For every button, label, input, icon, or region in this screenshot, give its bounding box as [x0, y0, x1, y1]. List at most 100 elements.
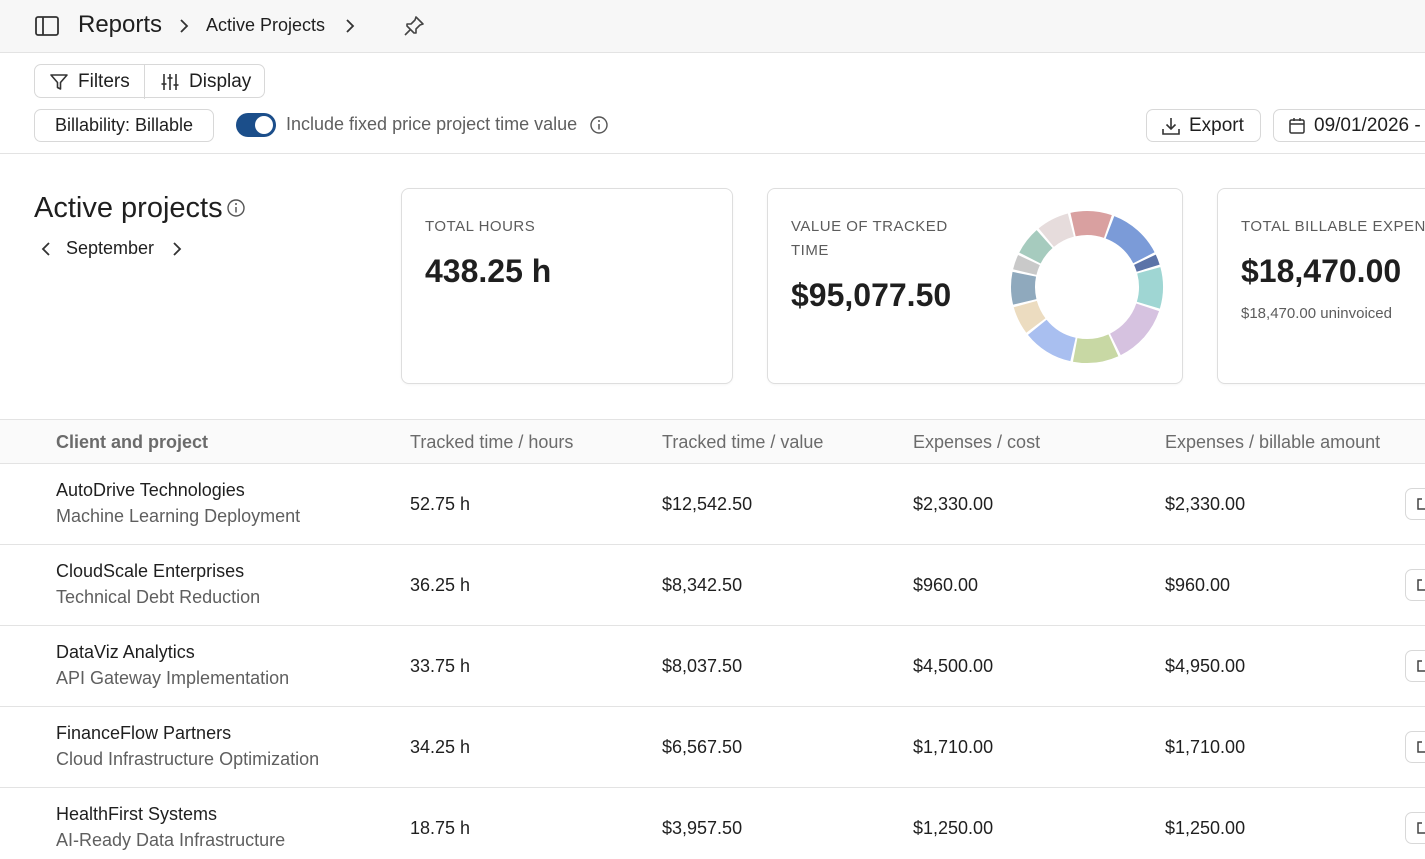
donut-segment[interactable] [1011, 271, 1037, 305]
donut-segment[interactable] [1110, 303, 1160, 356]
fixed-price-toggle-label: Include fixed price project time value [286, 114, 578, 134]
open-icon [1417, 498, 1425, 510]
expenses-cost: $2,330.00 [913, 494, 994, 514]
header-expenses-billable[interactable]: Expenses / billable amount [1165, 432, 1381, 452]
expenses-billable: $4,950.00 [1165, 656, 1246, 676]
donut-segment[interactable] [1038, 213, 1074, 247]
filters-button[interactable]: Filters [35, 65, 145, 99]
open-icon [1417, 822, 1425, 834]
row-open-button[interactable] [1405, 812, 1425, 844]
donut-segment[interactable] [1105, 216, 1155, 264]
tracked-hours: 52.75 h [410, 494, 471, 514]
sidebar-toggle-icon[interactable] [34, 14, 60, 38]
project-name[interactable]: API Gateway Implementation [56, 668, 290, 688]
header-client-project[interactable]: Client and project [56, 432, 209, 452]
table-row[interactable]: CloudScale Enterprises Technical Debt Re… [0, 545, 1425, 626]
fixed-price-toggle[interactable] [236, 113, 276, 137]
donut-segment[interactable] [1134, 254, 1160, 272]
chevron-left-icon[interactable] [38, 238, 54, 260]
billable-expenses-card: TOTAL BILLABLE EXPENS $18,470.00 $18,470… [1217, 188, 1425, 384]
chevron-right-icon [180, 19, 189, 33]
tracked-value: $12,542.50 [662, 494, 753, 514]
table-row[interactable]: DataViz Analytics API Gateway Implementa… [0, 626, 1425, 707]
uninvoiced-amount: $18,470.00 uninvoiced [1241, 305, 1392, 322]
client-name: DataViz Analytics [56, 642, 195, 662]
breadcrumb-reports[interactable]: Reports [78, 11, 163, 38]
expenses-cost: $960.00 [913, 575, 979, 595]
donut-segment[interactable] [1027, 319, 1076, 362]
table-row[interactable]: FinanceFlow Partners Cloud Infrastructur… [0, 707, 1425, 788]
project-name[interactable]: AI-Ready Data Infrastructure [56, 830, 286, 850]
tracked-value: $8,342.50 [662, 575, 743, 595]
open-icon [1417, 741, 1425, 753]
sliders-icon [161, 74, 179, 90]
total-hours-value: 438.25 h [425, 253, 552, 289]
project-name[interactable]: Machine Learning Deployment [56, 506, 301, 526]
tracked-hours: 33.75 h [410, 656, 471, 676]
table-header: Client and project Tracked time / hours … [0, 419, 1425, 464]
chevron-right-icon[interactable] [169, 238, 185, 260]
client-name: CloudScale Enterprises [56, 561, 245, 581]
expenses-cost: $4,500.00 [913, 656, 994, 676]
calendar-icon [1289, 117, 1305, 134]
info-icon[interactable] [226, 198, 246, 218]
tracked-hours: 34.25 h [410, 737, 471, 757]
donut-segment[interactable] [1013, 300, 1046, 333]
client-name: HealthFirst Systems [56, 804, 218, 824]
row-open-button[interactable] [1405, 488, 1425, 520]
open-icon [1417, 579, 1425, 591]
pin-icon[interactable] [402, 14, 426, 38]
display-button[interactable]: Display [145, 65, 265, 99]
tracked-value-label: VALUE OF TRACKED TIME [791, 218, 948, 259]
date-range-label: 09/01/2026 - [1314, 114, 1421, 136]
table-body: AutoDrive Technologies Machine Learning … [0, 464, 1425, 859]
donut-segment[interactable] [1019, 230, 1053, 264]
header-tracked-hours[interactable]: Tracked time / hours [410, 432, 574, 452]
donut-segment[interactable] [1070, 211, 1112, 238]
table-row[interactable]: HealthFirst Systems AI-Ready Data Infras… [0, 788, 1425, 859]
value-donut-chart [1011, 211, 1163, 363]
project-name[interactable]: Cloud Infrastructure Optimization [56, 749, 320, 769]
expenses-cost: $1,710.00 [913, 737, 994, 757]
client-name: FinanceFlow Partners [56, 723, 232, 743]
expenses-cost: $1,250.00 [913, 818, 994, 838]
table-row[interactable]: AutoDrive Technologies Machine Learning … [0, 464, 1425, 545]
total-hours-label: TOTAL HOURS [425, 218, 536, 235]
row-open-button[interactable] [1405, 569, 1425, 601]
display-label: Display [189, 71, 252, 92]
filters-label: Filters [78, 71, 130, 92]
open-icon [1417, 660, 1425, 672]
download-icon [1162, 117, 1180, 135]
chevron-right-icon[interactable] [342, 16, 358, 36]
header-tracked-value[interactable]: Tracked time / value [662, 432, 824, 452]
donut-segment[interactable] [1136, 267, 1163, 309]
toggle-knob [255, 116, 273, 134]
tracked-value-amount: $95,077.50 [791, 277, 952, 313]
header-expenses-cost[interactable]: Expenses / cost [913, 432, 1041, 452]
expenses-billable: $2,330.00 [1165, 494, 1246, 514]
row-open-button[interactable] [1405, 731, 1425, 763]
tracked-hours: 18.75 h [410, 818, 471, 838]
tracked-value: $8,037.50 [662, 656, 743, 676]
total-hours-card: TOTAL HOURS 438.25 h [401, 188, 733, 384]
donut-segment[interactable] [1013, 254, 1040, 275]
expenses-billable: $960.00 [1165, 575, 1231, 595]
billable-expenses-amount: $18,470.00 [1241, 253, 1402, 289]
filter-icon [50, 74, 68, 90]
expenses-billable: $1,710.00 [1165, 737, 1246, 757]
export-button[interactable]: Export [1146, 109, 1261, 142]
top-bar: Reports Active Projects [0, 0, 1425, 53]
date-range-button[interactable]: 09/01/2026 - [1273, 109, 1425, 142]
breadcrumb-active-projects[interactable]: Active Projects [206, 15, 326, 35]
billable-expenses-label: TOTAL BILLABLE EXPENS [1241, 218, 1425, 235]
tracked-value: $3,957.50 [662, 818, 743, 838]
expenses-billable: $1,250.00 [1165, 818, 1246, 838]
billability-filter-chip[interactable]: Billability: Billable [34, 109, 214, 142]
donut-segment[interactable] [1072, 334, 1119, 363]
tracked-value-card: VALUE OF TRACKED TIME $95,077.50 [767, 188, 1183, 384]
info-icon[interactable] [589, 115, 609, 135]
project-name[interactable]: Technical Debt Reduction [56, 587, 261, 607]
tracked-value: $6,567.50 [662, 737, 743, 757]
page-title: Active projects [34, 192, 223, 224]
row-open-button[interactable] [1405, 650, 1425, 682]
